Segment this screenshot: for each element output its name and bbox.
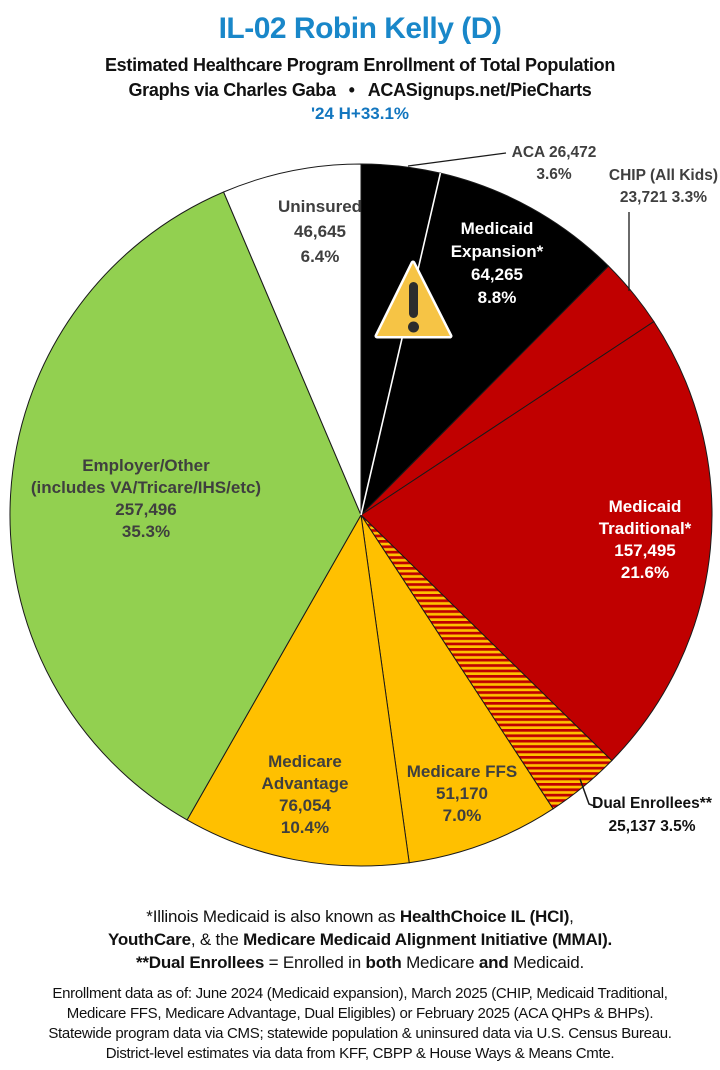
chart-credit: Graphs via Charles Gaba • ACASignups.net/P… bbox=[0, 80, 720, 101]
chart-tagline: '24 H+33.1% bbox=[310, 104, 410, 123]
footnote-line1: *Illinois Medicaid is also known as Heal… bbox=[146, 907, 574, 926]
pie-slice-medicare-advantage bbox=[186, 513, 410, 867]
label-dual-value: 25,137 3.5% bbox=[608, 818, 696, 835]
credit-site: ACASignups.net/PieCharts bbox=[367, 80, 592, 100]
data-sources: Enrollment data as of: June 2024 (Medica… bbox=[0, 984, 720, 1064]
source-line1: Enrollment data as of: June 2024 (Medica… bbox=[52, 985, 668, 1002]
source-line4: District-level estimates via data from K… bbox=[105, 1045, 615, 1062]
label-aca: ACA 26,472 3.6% bbox=[512, 142, 597, 186]
pie-slice-medicaid-expansion bbox=[360, 172, 610, 517]
pie-slice-employer-other bbox=[9, 191, 362, 821]
label-uninsured-name: Uninsured bbox=[277, 197, 363, 216]
label-uninsured-value: 46,645 bbox=[294, 222, 346, 241]
source-line2: Medicare FFS, Medicare Advantage, Dual E… bbox=[66, 1005, 654, 1022]
warning-icon bbox=[374, 260, 453, 339]
label-uninsured-pct: 6.4% bbox=[300, 247, 340, 266]
label-dual-name: Dual Enrollees** bbox=[592, 795, 712, 812]
label-chip-name: CHIP (All Kids) bbox=[608, 167, 718, 184]
aca-expansion-divider-line bbox=[360, 172, 442, 516]
label-employer-other: Employer/Other (includes VA/Tricare/IHS/… bbox=[30, 456, 262, 541]
label-medicare-ffs: Medicare FFS 51,170 7.0% bbox=[406, 762, 518, 825]
footnote-line2: YouthCare, & the Medicare Medicaid Align… bbox=[107, 930, 613, 949]
footnotes: *Illinois Medicaid is also known as Heal… bbox=[0, 905, 720, 974]
label-medicaid-traditional: Medicaid Traditional* 157,495 21.6% bbox=[598, 497, 692, 582]
credit-author: Graphs via Charles Gaba bbox=[128, 80, 336, 100]
footnote-line3: **Dual Enrollees = Enrolled in both Medi… bbox=[135, 953, 585, 972]
label-medicare-advantage: Medicare Advantage 76,054 10.4% bbox=[261, 752, 349, 837]
aca-callout-line bbox=[407, 152, 507, 167]
pie-slice-uninsured bbox=[222, 163, 362, 516]
label-chip-value: 23,721 3.3% bbox=[619, 189, 707, 206]
pie-slice-medicare-ffs bbox=[360, 514, 554, 864]
label-medicaid-expansion: Medicaid Expansion* 64,265 8.8% bbox=[450, 219, 544, 307]
label-aca-pct: 3.6% bbox=[536, 166, 572, 183]
dual-callout-line bbox=[579, 778, 598, 808]
bullet-separator: • bbox=[348, 80, 355, 100]
pie-slice-medicaid-traditional bbox=[360, 320, 713, 762]
label-dual-enrollees: Dual Enrollees** 25,137 3.5% bbox=[592, 792, 712, 838]
label-chip: CHIP (All Kids) 23,721 3.3% bbox=[609, 165, 718, 209]
label-uninsured: Uninsured 46,645 6.4% bbox=[278, 194, 362, 269]
source-line3: Statewide program data via CMS; statewid… bbox=[48, 1025, 672, 1042]
label-aca-line1: ACA 26,472 bbox=[511, 144, 597, 161]
chart-subtitle: Estimated Healthcare Program Enrollment … bbox=[104, 55, 616, 75]
page-title: IL-02 Robin Kelly (D) bbox=[218, 12, 502, 45]
